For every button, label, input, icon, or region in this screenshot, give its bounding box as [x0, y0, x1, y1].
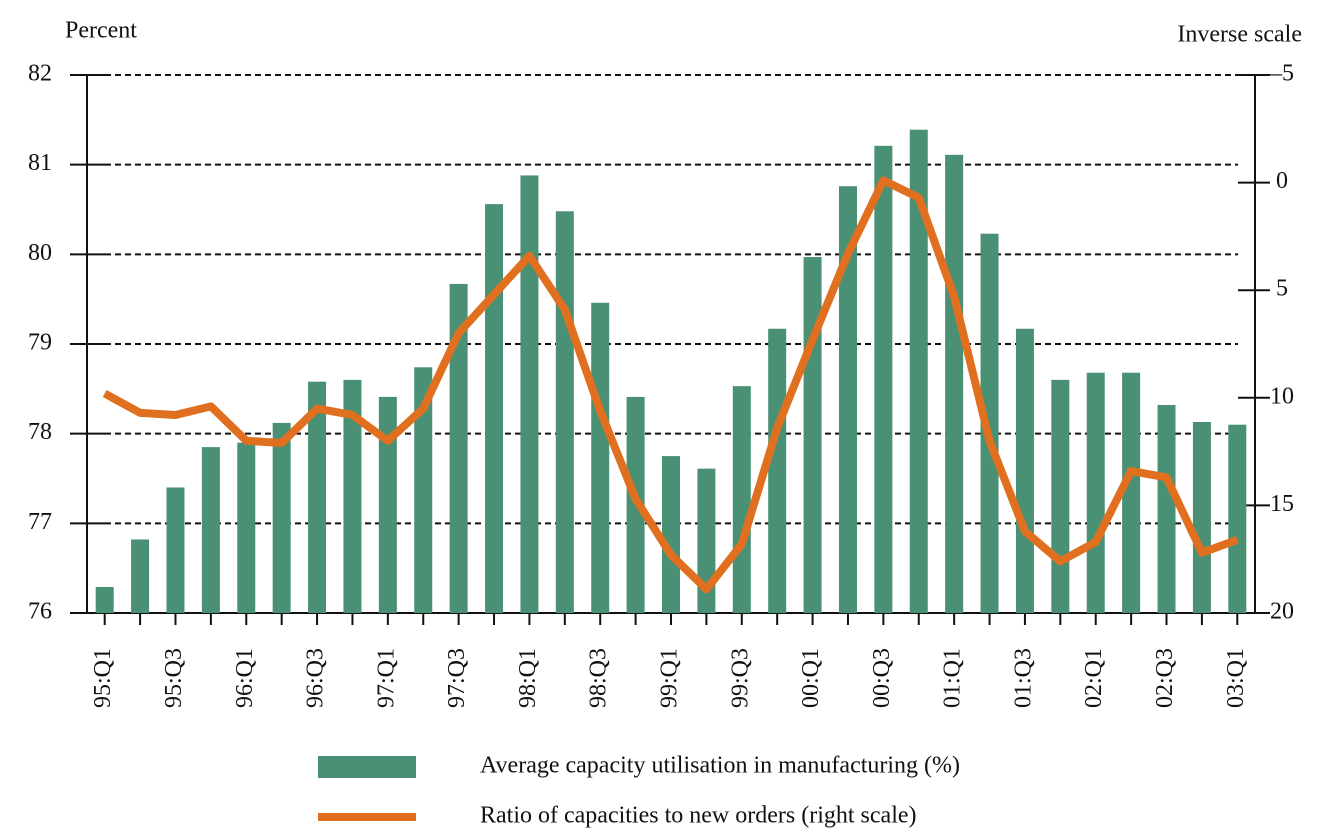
bar: [945, 154, 964, 613]
legend-label: Ratio of capacities to new orders (right…: [480, 803, 917, 829]
y-axis-label: Percent: [65, 18, 137, 44]
bar: [1157, 404, 1176, 613]
bar: [803, 257, 822, 613]
line: [102, 176, 1239, 594]
legend-swatch: [318, 756, 416, 778]
bar: [838, 186, 857, 614]
bar: [662, 456, 680, 613]
x-tick-label: 96:Q3: [303, 648, 329, 708]
bar: [343, 379, 362, 613]
bar: [378, 396, 397, 613]
bar: [272, 422, 291, 613]
legend-label: Average capacity utilisation in manufact…: [480, 753, 960, 779]
x-tick-label: 98:Q3: [586, 648, 612, 708]
x-tick-label: 00:Q3: [869, 648, 895, 708]
y2-tick-label: 10: [1270, 383, 1294, 409]
bar: [1015, 328, 1034, 613]
bar: [414, 367, 433, 613]
y2-tick-label: –5: [1269, 61, 1294, 87]
bar: [166, 487, 185, 613]
x-tick-label: 01:Q1: [940, 648, 966, 708]
bar: [201, 447, 220, 613]
bar: [909, 129, 928, 614]
bar: [1228, 424, 1247, 613]
x-tick-label: 98:Q1: [515, 648, 541, 708]
y2-tick-label: 0: [1276, 168, 1288, 194]
y2-tick-label: 20: [1270, 599, 1294, 625]
y-tick-label: 81: [28, 150, 52, 176]
y-tick-label: 79: [28, 330, 52, 356]
y2-axis-label: Inverse scale: [1177, 22, 1302, 48]
bar: [591, 302, 610, 613]
y-tick-label: 76: [28, 599, 52, 625]
y-tick-label: 78: [28, 419, 52, 445]
bar: [697, 468, 716, 613]
bar: [732, 386, 751, 613]
bar: [1122, 372, 1141, 613]
x-tick-label: 95:Q3: [161, 648, 187, 708]
bar: [131, 539, 150, 613]
x-tick-label: 02:Q3: [1152, 648, 1178, 708]
y-tick-label: 80: [28, 240, 52, 266]
bar: [449, 283, 468, 613]
bar: [520, 175, 539, 613]
x-tick-label: 99:Q1: [657, 648, 683, 708]
bar: [308, 381, 327, 613]
bar: [980, 233, 999, 613]
bar: [768, 328, 787, 613]
y2-tick-label: 15: [1270, 491, 1294, 517]
x-tick-label: 99:Q3: [727, 648, 753, 708]
y-tick-label: 82: [28, 61, 52, 87]
bar: [1192, 422, 1211, 613]
x-tick-label: 02:Q1: [1081, 648, 1107, 708]
x-tick-label: 97:Q1: [373, 648, 399, 708]
x-tick-label: 03:Q1: [1223, 648, 1249, 708]
x-tick-label: 95:Q1: [90, 648, 116, 708]
x-tick-label: 01:Q3: [1010, 648, 1036, 708]
bar: [237, 442, 256, 613]
y-tick-label: 77: [28, 509, 52, 535]
bar: [1051, 379, 1070, 613]
bar: [874, 145, 893, 613]
bar: [555, 211, 574, 613]
y2-tick-label: 5: [1276, 276, 1288, 302]
bar: [95, 586, 114, 613]
x-tick-label: 96:Q1: [232, 648, 258, 708]
x-tick-label: 97:Q3: [444, 648, 470, 708]
bar: [485, 204, 504, 613]
bar: [1086, 372, 1105, 613]
x-tick-label: 00:Q1: [798, 648, 824, 708]
